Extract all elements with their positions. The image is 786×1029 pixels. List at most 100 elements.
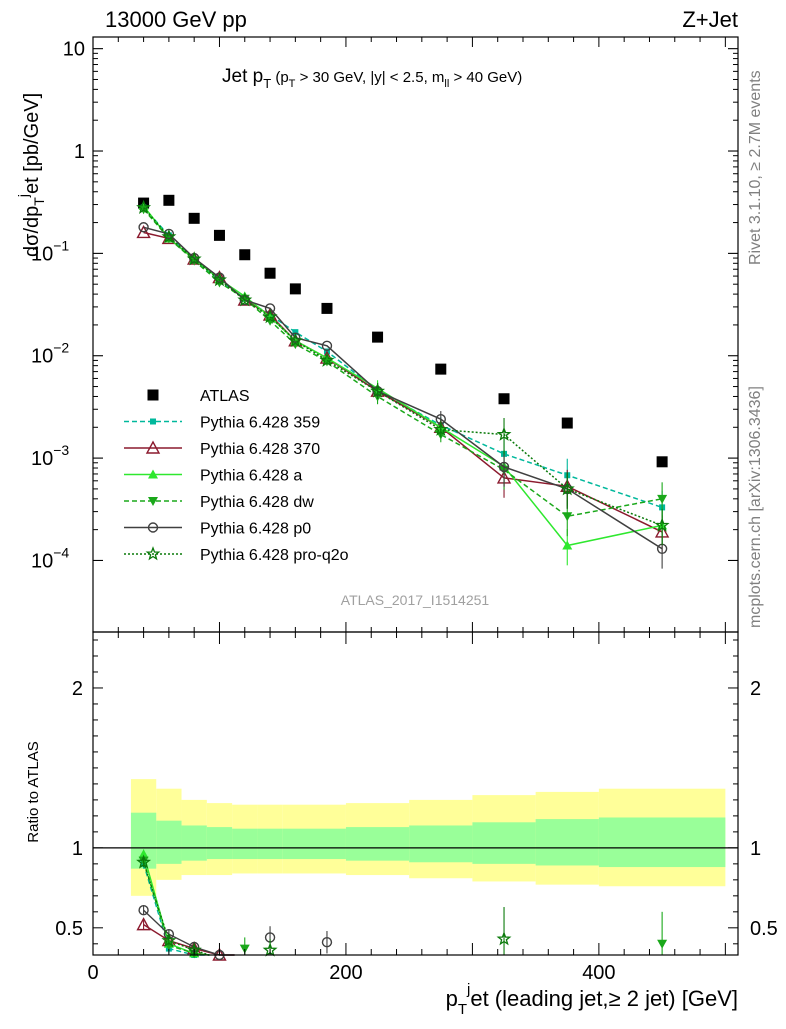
uncertainty-band-inner xyxy=(345,827,410,861)
data-point-pdw xyxy=(657,494,668,504)
ratio-y-tick-label: 0.5 xyxy=(55,918,83,940)
uncertainty-band-inner xyxy=(206,827,233,860)
legend-entry-pq2o: Pythia 6.428 pro-q2o xyxy=(124,546,349,564)
series-atlas xyxy=(138,194,668,468)
main-frame xyxy=(92,36,739,633)
series-pq2o xyxy=(136,199,670,546)
ratio-frame xyxy=(92,631,739,956)
legend-label: Pythia 6.428 370 xyxy=(200,441,320,458)
legend-label: ATLAS xyxy=(200,388,250,405)
main-panel: 10 1 10−1 10−2 10−3 10−4 Jet pT (pT > 30 GeV,… xyxy=(15,36,739,633)
uncertainty-band-inner xyxy=(535,819,599,866)
ratio-y-tick-label-right: 1 xyxy=(750,838,761,860)
x-tick-label: 0 xyxy=(87,962,98,984)
legend-label: Pythia 6.428 pro-q2o xyxy=(200,547,349,564)
data-point-pq2o xyxy=(136,199,152,215)
x-axis-label: pTjet (leading jet,≥ 2 jet) [GeV] xyxy=(446,981,738,1018)
data-point-p359 xyxy=(292,329,299,336)
data-point-pp0 xyxy=(498,461,510,473)
legend-label: Pythia 6.428 dw xyxy=(200,494,314,511)
legend-label: Pythia 6.428 a xyxy=(200,468,302,485)
ratio-y-axis-label: Ratio to ATLAS xyxy=(25,741,42,842)
legend-marker xyxy=(147,389,159,401)
legend-entry-pa: Pythia 6.428 a xyxy=(124,468,302,485)
data-point-pq2o xyxy=(212,272,227,287)
data-point-pp0 xyxy=(264,303,276,314)
data-point-pq2o xyxy=(186,251,202,266)
ratio-series-pq2o xyxy=(136,854,512,957)
uncertainty-band-inner xyxy=(472,822,536,864)
y-tick-label: 10−2 xyxy=(31,340,69,368)
legend-marker xyxy=(145,440,161,454)
legend-entry-atlas: ATLAS xyxy=(147,388,250,405)
ratio-y-tick-label: 2 xyxy=(72,678,83,700)
ratio-panel: 0.5 0.5 1 1 2 2 0 200 400 Ratio to ATLAS pTjet (… xyxy=(25,631,778,1018)
x-tick-label: 200 xyxy=(329,962,362,984)
ratio-y-tick-label: 1 xyxy=(72,838,83,860)
legend-marker xyxy=(147,522,159,533)
legend-entry-p370: Pythia 6.428 370 xyxy=(124,440,320,458)
data-point-pa xyxy=(562,540,573,550)
data-point-pp0 xyxy=(321,340,333,352)
series-pdw xyxy=(138,205,668,537)
data-point-atlas xyxy=(372,331,384,343)
data-point-atlas xyxy=(163,194,175,206)
y-tick-label: 10−4 xyxy=(31,544,69,572)
ratio-point-pq2o xyxy=(161,932,177,948)
data-point-pdw xyxy=(562,512,573,522)
data-point-atlas xyxy=(213,229,225,241)
ratio-point-pa xyxy=(138,849,149,859)
data-point-pq2o xyxy=(287,332,303,348)
y-tick-label: 10−3 xyxy=(31,442,69,470)
legend-marker xyxy=(148,469,158,479)
ratio-y-tick-label-right: 0.5 xyxy=(750,918,778,940)
ratio-point-pq2o xyxy=(136,854,152,869)
data-point-pq2o xyxy=(654,517,670,532)
data-point-atlas xyxy=(498,393,510,405)
uncertainty-band-inner xyxy=(181,825,207,861)
legend-entry-pp0: Pythia 6.428 p0 xyxy=(124,521,311,538)
ratio-point-pdw xyxy=(657,939,668,949)
legend-marker xyxy=(148,497,158,506)
data-point-atlas xyxy=(435,363,447,375)
ratio-line-pdw xyxy=(142,860,210,956)
y-tick-label: 10 xyxy=(63,39,85,61)
uncertainty-band-inner xyxy=(257,828,283,860)
data-point-pq2o xyxy=(370,383,386,398)
legend-marker xyxy=(145,546,161,561)
legend-marker xyxy=(150,418,156,425)
analysis-watermark: ATLAS_2017_I1514251 xyxy=(341,592,490,608)
uncertainty-band-inner xyxy=(598,817,726,868)
data-point-p370 xyxy=(136,225,151,239)
data-point-atlas xyxy=(264,267,276,279)
uncertainty-band-inner xyxy=(409,825,473,863)
mcplots-label: mcplots.cern.ch [arXiv:1306.3436] xyxy=(747,386,764,628)
ratio-series-p370 xyxy=(136,917,235,961)
ratio-point-p370 xyxy=(136,917,151,931)
data-point-pp0 xyxy=(138,222,149,233)
legend: ATLAS Pythia 6.428 359 Pythia 6.428 370 Pyt… xyxy=(124,388,349,564)
data-point-pq2o xyxy=(496,426,512,441)
ratio-y-tick-label-right: 2 xyxy=(750,678,761,700)
collision-label: 13000 GeV pp xyxy=(105,7,247,32)
y-tick-label: 1 xyxy=(74,141,85,163)
ratio-point-pq2o xyxy=(496,931,512,946)
ratio-point-pp0 xyxy=(321,937,333,948)
data-point-pq2o xyxy=(237,292,253,307)
series-line-p359 xyxy=(143,207,663,509)
rivet-label: Rivet 3.1.10, ≥ 2.7M events xyxy=(747,70,764,265)
main-axes: 10 1 10−1 10−2 10−3 10−4 xyxy=(31,37,738,632)
data-point-pq2o xyxy=(319,352,335,367)
data-point-atlas xyxy=(656,456,668,468)
legend-entry-pdw: Pythia 6.428 dw xyxy=(124,494,314,511)
uncertainty-band-inner xyxy=(282,828,308,860)
legend-label: Pythia 6.428 359 xyxy=(200,415,320,432)
uncertainty-band-inner xyxy=(308,828,346,860)
main-data-layer xyxy=(136,194,670,569)
ratio-point-pp0 xyxy=(138,905,149,916)
uncertainty-band-inner xyxy=(156,820,182,864)
ratio-line-pq2o xyxy=(142,862,210,956)
data-point-pq2o xyxy=(433,421,449,436)
x-tick-label: 400 xyxy=(582,962,615,984)
data-point-pq2o xyxy=(262,308,278,324)
